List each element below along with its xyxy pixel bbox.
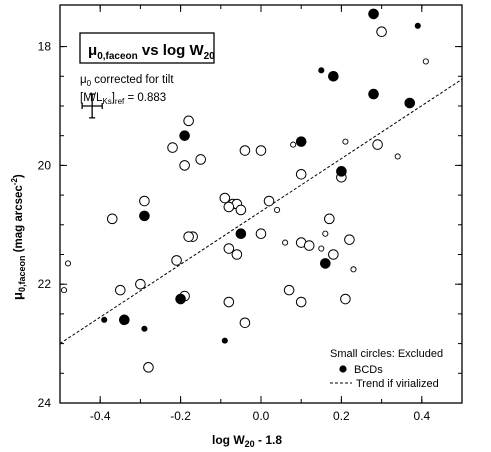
data-point (404, 97, 416, 109)
data-point (143, 362, 154, 373)
data-point (318, 245, 325, 252)
data-point (64, 260, 72, 267)
plot-frame (59, 4, 463, 404)
data-point (324, 213, 335, 225)
data-point (368, 88, 379, 100)
data-point (318, 67, 325, 74)
data-point (372, 139, 383, 150)
title-box (79, 32, 215, 64)
data-point (255, 145, 267, 156)
data-point (219, 192, 231, 204)
x-axis-label: log W20 - 1.8 (212, 433, 282, 449)
data-point (223, 201, 235, 213)
data-point (183, 231, 194, 242)
data-point (195, 154, 206, 165)
data-point (235, 228, 247, 240)
annotation-ml: [M/LKs]ref = 0.883 (80, 92, 166, 106)
data-point (255, 228, 267, 240)
data-point (328, 249, 339, 260)
annotation-tilt: μ0 corrected for tilt (80, 74, 174, 88)
legend-trend: Trend if virialized (356, 378, 439, 390)
data-point (171, 255, 182, 266)
error-bar (81, 93, 103, 119)
y-tick-label: 20 (38, 158, 52, 172)
data-point (179, 130, 190, 141)
data-point (295, 136, 307, 147)
data-point (350, 266, 357, 273)
data-point (322, 230, 329, 237)
y-tick-label: 24 (38, 396, 52, 410)
data-point (422, 58, 429, 65)
data-point (231, 249, 243, 260)
data-point (239, 317, 251, 329)
data-point (175, 293, 186, 305)
legend-bcds: BCDs (354, 364, 383, 376)
x-tick-label: -0.2 (170, 409, 191, 423)
legend-excluded: Small circles: Excluded (330, 348, 443, 360)
data-point (376, 26, 387, 38)
data-point (368, 8, 379, 20)
data-point (139, 210, 150, 222)
data-point (263, 195, 275, 207)
data-point (106, 213, 118, 225)
data-point (235, 204, 247, 216)
data-point (221, 337, 228, 344)
data-point (223, 296, 235, 308)
y-tick-label: 18 (38, 40, 52, 54)
trend-line (59, 78, 463, 345)
data-point (290, 141, 297, 148)
data-point (115, 284, 126, 296)
data-point (295, 296, 307, 308)
data-point (342, 138, 349, 145)
data-point (303, 240, 315, 251)
data-point (223, 243, 235, 254)
data-point (414, 22, 421, 29)
x-tick-label: 0.2 (333, 409, 350, 423)
data-point (394, 153, 401, 160)
data-point (344, 234, 355, 245)
data-point (282, 239, 289, 246)
data-point (320, 258, 331, 269)
data-point (139, 195, 150, 207)
data-point (119, 314, 130, 326)
data-point (340, 293, 351, 305)
x-tick-label: -0.4 (90, 409, 111, 423)
data-point (239, 145, 251, 156)
data-point (183, 115, 194, 127)
data-point (141, 325, 148, 332)
data-point (101, 316, 108, 323)
y-tick-label: 22 (38, 277, 52, 291)
x-tick-label: 0.0 (253, 409, 270, 423)
data-point (336, 166, 347, 177)
legend: Small circles: Excluded BCDs Trend if vi… (330, 348, 443, 390)
y-axis-label: μ0,faceon (mag arcsec-2) (10, 174, 27, 300)
legend-bcd-marker (339, 365, 347, 373)
data-points (60, 8, 429, 373)
data-point (135, 278, 146, 290)
x-tick-label: 0.4 (413, 409, 430, 423)
data-point (60, 287, 68, 294)
data-point (328, 70, 339, 82)
data-point (167, 142, 178, 153)
axis-tick-labels: -0.4 -0.2 0.0 0.2 0.4 18 20 22 24 (38, 40, 431, 423)
data-point (179, 160, 190, 171)
chart-title: μ0,faceon vs log W20 (88, 42, 215, 62)
data-point (295, 168, 307, 180)
data-point (283, 284, 295, 296)
data-point (274, 206, 281, 213)
